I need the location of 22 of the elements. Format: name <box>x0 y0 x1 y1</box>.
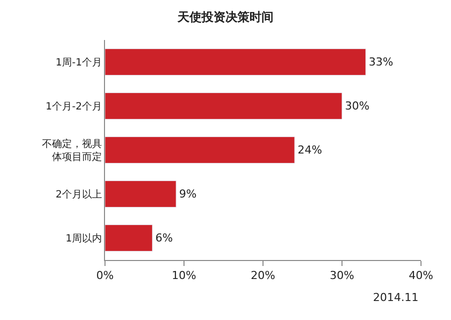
data-label: 6% <box>155 232 173 244</box>
text: 2014.11 <box>373 291 418 304</box>
bar <box>105 136 295 164</box>
x-tick-label: 20% <box>250 269 276 282</box>
bar <box>105 180 176 208</box>
data-label: 33% <box>368 56 394 68</box>
bar <box>105 48 366 76</box>
bar <box>105 224 153 252</box>
x-tick-label: 10% <box>172 269 196 282</box>
x-tick-label: 40% <box>408 269 434 282</box>
data-label: 24% <box>298 144 322 156</box>
data-label: 30% <box>345 100 370 112</box>
y-tick-label: 不确定，视具体项目而定 <box>42 138 102 163</box>
data-label: 9% <box>179 188 197 200</box>
chart-title: 天使投资决策时间 <box>176 10 274 24</box>
y-tick-label: 2个月以上 <box>56 188 102 200</box>
x-tick-label: 0% <box>96 269 114 282</box>
y-tick-label: 1周-1个月 <box>56 56 102 68</box>
y-tick-label: 1周以内 <box>66 232 102 244</box>
y-tick-label: 1个月-2个月 <box>46 100 102 112</box>
bar <box>105 92 342 120</box>
x-tick-label: 30% <box>330 269 354 282</box>
